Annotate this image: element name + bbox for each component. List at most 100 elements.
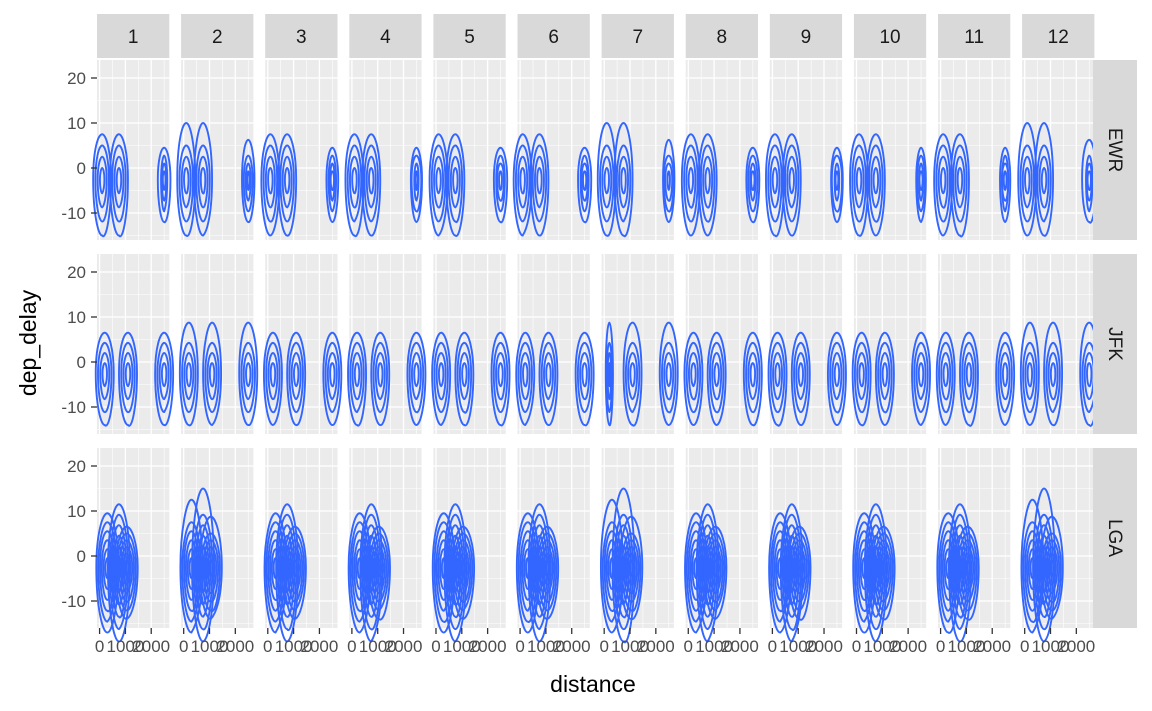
contour-LGA-1-c2-l4: [118, 539, 135, 603]
contour-EWR-8-c1-l1: [704, 167, 711, 195]
contour-EWR-9-c1-l2: [786, 155, 798, 209]
contour-JFK-10-c0-l4: [851, 331, 872, 427]
contour-LGA-2-c2-l1: [208, 559, 214, 577]
row-strip-background: [1093, 448, 1137, 628]
contour-JFK-10-c1-l1: [881, 362, 889, 388]
contour-JFK-1-c0-l4: [94, 331, 115, 427]
col-strip-8: 8: [685, 14, 758, 58]
contour-LGA-8-c1-l4: [699, 524, 716, 618]
contour-JFK-9-c0-l1: [774, 362, 781, 388]
contour-JFK-11-c2-l2: [999, 352, 1011, 401]
contour-LGA-2-c2-l2: [206, 552, 216, 586]
x-tick-label: 0: [263, 637, 272, 656]
contour-EWR-10-c1-l2: [870, 155, 882, 209]
contour-EWR-1-c1-l3: [111, 144, 127, 223]
panel-JFK-5: [431, 254, 511, 434]
col-strip-1: 1: [97, 14, 170, 58]
contour-JFK-1-c0-l1: [101, 362, 108, 388]
col-strip-background: [938, 14, 1011, 58]
contour-JFK-12-c2-l1: [1086, 362, 1093, 388]
col-strip-label: 8: [717, 27, 728, 48]
contour-LGA-6-c2-l5: [537, 532, 558, 612]
contour-LGA-5-c2-l6: [451, 525, 476, 620]
contour-EWR-11-c1-l3: [952, 144, 968, 223]
x-tick-label: 2000: [469, 637, 507, 656]
contour-JFK-8-c2-l4: [742, 331, 763, 427]
panel-LGA-6: [515, 448, 590, 643]
col-strip-7: 7: [601, 14, 674, 58]
contour-JFK-2-c1-l3: [204, 341, 220, 414]
contour-EWR-3-c0-l4: [260, 133, 281, 237]
contour-EWR-7-c1-l3: [615, 144, 632, 223]
contour-LGA-12-c2-l1: [1049, 559, 1055, 577]
contour-EWR-3-c0-l3: [262, 144, 279, 223]
contour-JFK-9-c0-l4: [767, 331, 788, 427]
contour-EWR-8-c1-l4: [697, 133, 718, 237]
contour-JFK-9-c2-l3: [829, 341, 845, 414]
row-strip-background: [1093, 254, 1137, 434]
contour-JFK-2-c0-l4: [178, 321, 199, 427]
contour-EWR-5-c2-l3: [495, 154, 506, 213]
col-strip-label: 5: [464, 27, 475, 48]
contour-JFK-8-c1-l4: [706, 331, 727, 426]
contour-LGA-2-c1-l4: [194, 524, 212, 618]
col-strip-background: [181, 14, 254, 58]
col-strip-3: 3: [265, 14, 338, 58]
contour-JFK-4-c1-l3: [372, 341, 388, 414]
contour-LGA-10-c2-l4: [875, 539, 892, 603]
contour-LGA-4-c2-l2: [374, 552, 384, 586]
contour-LGA-2-c2-l6: [198, 515, 223, 620]
contour-EWR-4-c2-l1: [414, 170, 419, 191]
contour-JFK-12-c0-l4: [1019, 321, 1040, 426]
col-strip-background: [853, 14, 927, 58]
contour-LGA-11-c1-l4: [951, 524, 969, 619]
contour-JFK-7-c2-l1: [665, 362, 672, 388]
contour-EWR-11-c0-l2: [937, 155, 949, 209]
contour-LGA-11-c2-l5: [957, 532, 978, 612]
col-strip-background: [1022, 14, 1095, 58]
x-tick-label: 2000: [973, 637, 1011, 656]
row-strip-LGA: LGA: [1093, 448, 1137, 628]
panel-EWR-6: [512, 60, 593, 240]
contour-EWR-2-c2-l1: [246, 170, 251, 191]
contour-JFK-7-c2-l4: [658, 321, 679, 426]
contour-EWR-1-c0-l2: [96, 155, 108, 209]
contour-JFK-7-c1-l4: [622, 321, 643, 427]
contour-EWR-2-c2-l2: [244, 162, 252, 202]
contour-LGA-6-c1-l4: [531, 524, 548, 618]
x-tick-label: 2000: [637, 637, 675, 656]
contour-EWR-1-c1-l2: [113, 155, 125, 209]
contour-EWR-4-c1-l1: [368, 167, 375, 195]
col-strip-background: [265, 14, 338, 58]
contour-EWR-2-c2-l4: [241, 138, 256, 223]
panel-LGA-9: [768, 448, 843, 643]
contour-EWR-3-c1-l2: [281, 155, 293, 209]
contour-JFK-1-c2-l1: [160, 362, 168, 388]
contour-EWR-1-c2-l1: [161, 170, 167, 191]
row-strip-label: EWR: [1104, 128, 1125, 172]
contour-LGA-9-c2-l1: [796, 559, 803, 577]
x-tick-label: 1000: [1032, 637, 1070, 656]
contour-JFK-6-c2-l3: [576, 341, 593, 414]
contour-JFK-5-c0-l2: [435, 352, 447, 401]
contour-EWR-4-c0-l2: [349, 155, 360, 209]
contour-JFK-10-c1-l3: [877, 341, 893, 414]
contour-LGA-7-c2-l4: [623, 539, 640, 603]
contour-JFK-3-c1-l3: [288, 341, 304, 414]
contour-LGA-3-c2-l2: [290, 552, 300, 586]
x-tick-label: 0: [431, 637, 440, 656]
contour-EWR-1-c1-l1: [115, 167, 123, 195]
contour-EWR-10-c0-l4: [849, 133, 870, 237]
contour-JFK-10-c2-l3: [913, 341, 929, 414]
contour-JFK-3-c1-l1: [292, 362, 300, 388]
contour-EWR-8-c0-l2: [685, 155, 697, 209]
panel-EWR-10: [849, 60, 927, 240]
contour-EWR-5-c1-l4: [445, 133, 466, 237]
y-tick-label: 0: [77, 159, 86, 178]
contour-JFK-6-c2-l1: [581, 362, 588, 388]
contour-EWR-3-c2-l4: [325, 146, 340, 223]
contour-JFK-3-c2-l2: [326, 352, 338, 401]
contour-EWR-7-c0-l3: [599, 144, 615, 223]
panel-JFK-3: [262, 254, 343, 434]
contour-EWR-4-c0-l1: [351, 167, 358, 195]
